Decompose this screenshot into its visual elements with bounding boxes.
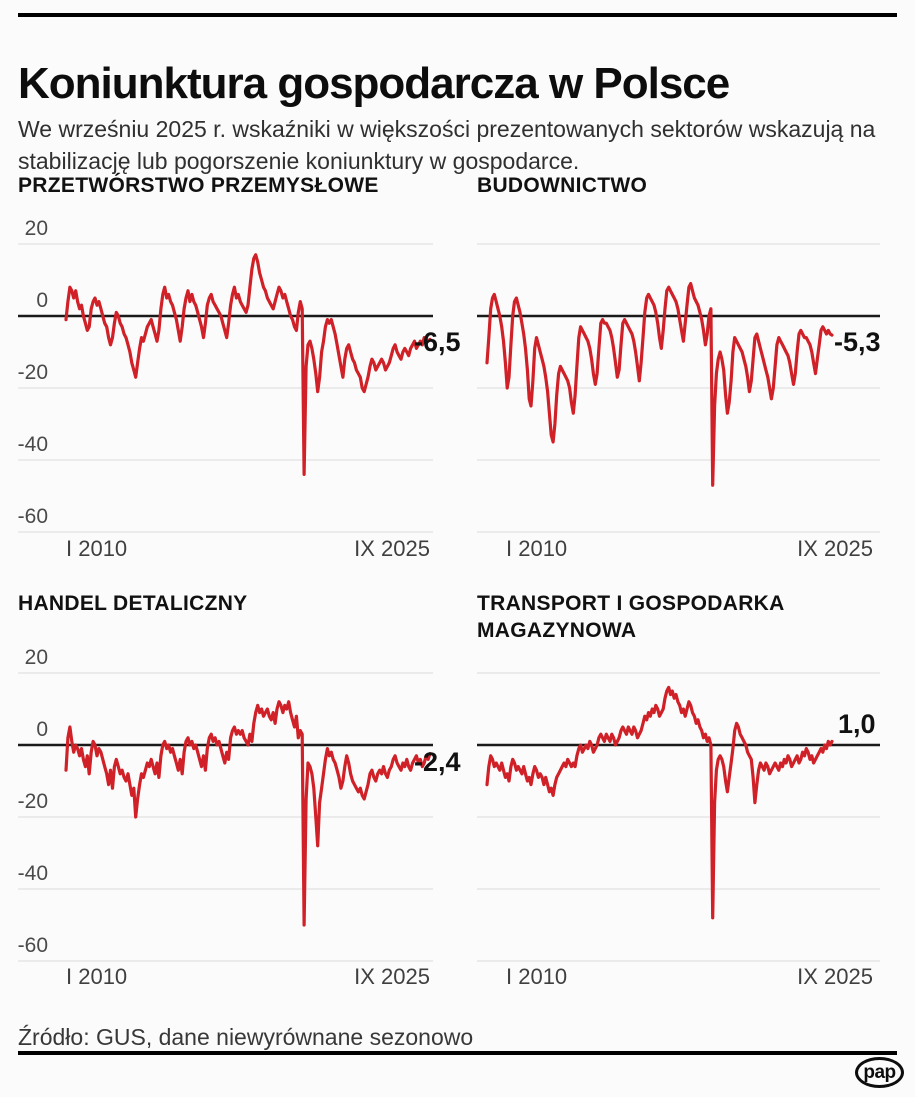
- x-axis-end-label: IX 2025: [797, 964, 873, 989]
- x-axis-start-label: I 2010: [66, 964, 128, 989]
- x-axis-end-label: IX 2025: [354, 536, 430, 561]
- pap-logo-text: pap: [863, 1062, 896, 1083]
- y-axis-label: -20: [17, 361, 48, 384]
- bottom-rule: [18, 1051, 897, 1055]
- y-axis-label: -40: [17, 862, 48, 885]
- pap-logo: pap: [855, 1057, 904, 1088]
- top-rule: [18, 13, 897, 17]
- y-axis-label: -40: [17, 433, 48, 456]
- chart-title-retail: HANDEL DETALICZNY: [18, 592, 248, 615]
- chart-line: [485, 685, 834, 920]
- line-chart-manufacturing: [18, 243, 433, 533]
- y-axis-label: -20: [17, 790, 48, 813]
- value-label-transport: 1,0: [838, 709, 876, 739]
- x-axis-start-label: I 2010: [506, 536, 568, 561]
- value-label-construction: -5,3: [834, 327, 881, 357]
- source-note: Źródło: GUS, dane niewyrównane sezonowo: [18, 1024, 474, 1050]
- x-axis-end-label: IX 2025: [354, 964, 430, 989]
- y-axis-label: 0: [36, 289, 48, 312]
- line-chart-construction: [477, 243, 880, 533]
- value-label-manufacturing: -6,5: [414, 327, 461, 357]
- y-axis-label: 20: [24, 217, 48, 240]
- chart-title-manufacturing: PRZETWÓRSTWO PRZEMYSŁOWE: [18, 174, 379, 197]
- x-axis-end-label: IX 2025: [797, 536, 873, 561]
- subtitle: We wrześniu 2025 r. wskaźniki w większoś…: [18, 116, 876, 174]
- x-axis-start-label: I 2010: [506, 964, 568, 989]
- value-label-retail: -2,4: [414, 747, 461, 777]
- chart-title-transport: TRANSPORT I GOSPODARKA MAGAZYNOWA: [477, 592, 784, 642]
- line-chart-retail: [18, 672, 433, 962]
- line-chart-transport: [477, 672, 880, 962]
- y-axis-label: -60: [17, 934, 48, 957]
- y-axis-label: 0: [36, 718, 48, 741]
- chart-line: [64, 700, 432, 927]
- chart-title-construction: BUDOWNICTWO: [477, 174, 648, 197]
- x-axis-start-label: I 2010: [66, 536, 128, 561]
- page-title: Koniunktura gospodarcza w Polsce: [18, 59, 730, 109]
- chart-line: [485, 281, 834, 487]
- chart-line: [64, 253, 432, 476]
- y-axis-label: 20: [24, 646, 48, 669]
- y-axis-label: -60: [17, 505, 48, 528]
